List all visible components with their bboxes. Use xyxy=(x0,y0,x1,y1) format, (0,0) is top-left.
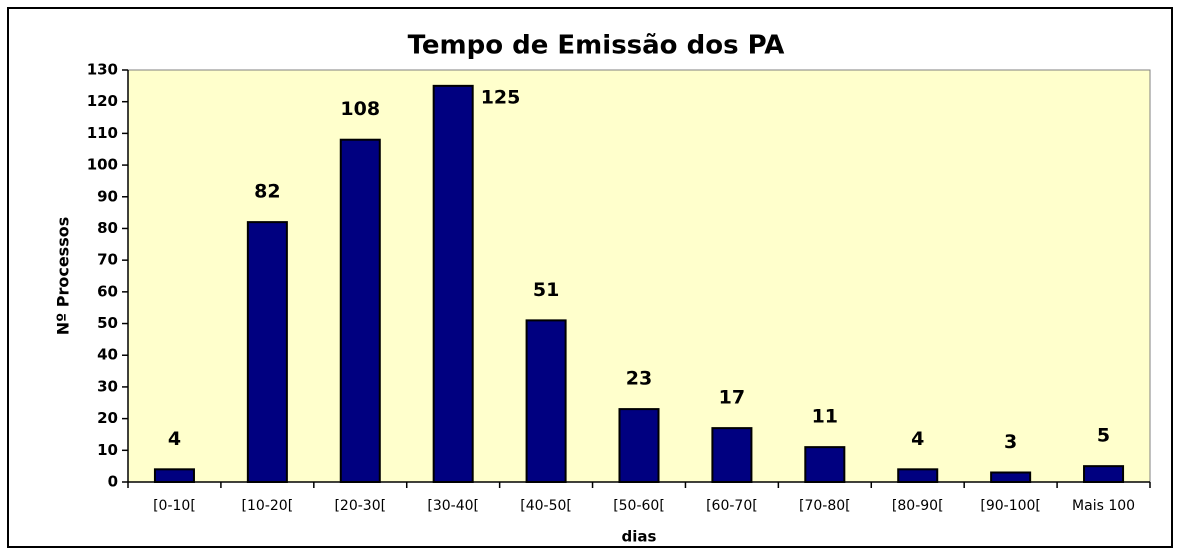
y-tick-label: 80 xyxy=(97,219,118,237)
y-tick-label: 0 xyxy=(108,473,118,491)
data-label: 82 xyxy=(254,181,280,203)
data-label: 51 xyxy=(533,279,559,301)
data-label: 4 xyxy=(911,428,924,450)
x-tick-label: [80-90[ xyxy=(892,498,944,514)
x-tick-label: [70-80[ xyxy=(799,498,851,514)
x-tick-label: [20-30[ xyxy=(334,498,386,514)
y-tick-label: 90 xyxy=(97,187,118,205)
data-label: 4 xyxy=(168,428,181,450)
x-axis-label: dias xyxy=(622,528,657,546)
bar xyxy=(1083,465,1125,483)
y-tick-label: 110 xyxy=(87,124,118,142)
bar xyxy=(339,138,381,483)
bar xyxy=(153,468,195,484)
y-tick-label: 30 xyxy=(97,377,118,395)
x-tick-label: [50-60[ xyxy=(613,498,665,514)
bar xyxy=(990,471,1032,484)
y-axis-label: Nº Processos xyxy=(54,217,73,336)
bar xyxy=(525,319,567,483)
x-tick-label: [0-10[ xyxy=(153,498,196,514)
data-label: 23 xyxy=(626,368,652,390)
bar xyxy=(804,446,846,483)
data-label: 3 xyxy=(1004,431,1017,453)
data-label: 5 xyxy=(1097,425,1110,447)
x-tick-label: [90-100[ xyxy=(980,498,1041,514)
x-tick-label: [40-50[ xyxy=(520,498,572,514)
bar xyxy=(618,408,660,484)
bar xyxy=(246,221,288,483)
y-tick-label: 130 xyxy=(87,61,118,79)
y-tick-label: 120 xyxy=(87,92,118,110)
y-tick-label: 100 xyxy=(87,156,118,174)
x-tick-label: [30-40[ xyxy=(427,498,479,514)
data-label: 125 xyxy=(481,86,521,108)
y-tick-label: 20 xyxy=(97,409,118,427)
y-tick-label: 40 xyxy=(97,346,118,364)
data-label: 11 xyxy=(812,406,838,428)
y-tick-label: 50 xyxy=(97,314,118,332)
y-tick-label: 70 xyxy=(97,251,118,269)
chart-title: Tempo de Emissão dos PA xyxy=(408,31,785,61)
data-label: 108 xyxy=(340,98,380,120)
data-label: 17 xyxy=(719,387,745,409)
y-tick-label: 60 xyxy=(97,282,118,300)
x-tick-label: [10-20[ xyxy=(242,498,294,514)
x-tick-label: [60-70[ xyxy=(706,498,758,514)
y-tick-label: 10 xyxy=(97,441,118,459)
bar xyxy=(711,427,753,483)
x-tick-label: Mais 100 xyxy=(1072,498,1135,514)
bar xyxy=(897,468,939,484)
bar xyxy=(432,84,474,483)
